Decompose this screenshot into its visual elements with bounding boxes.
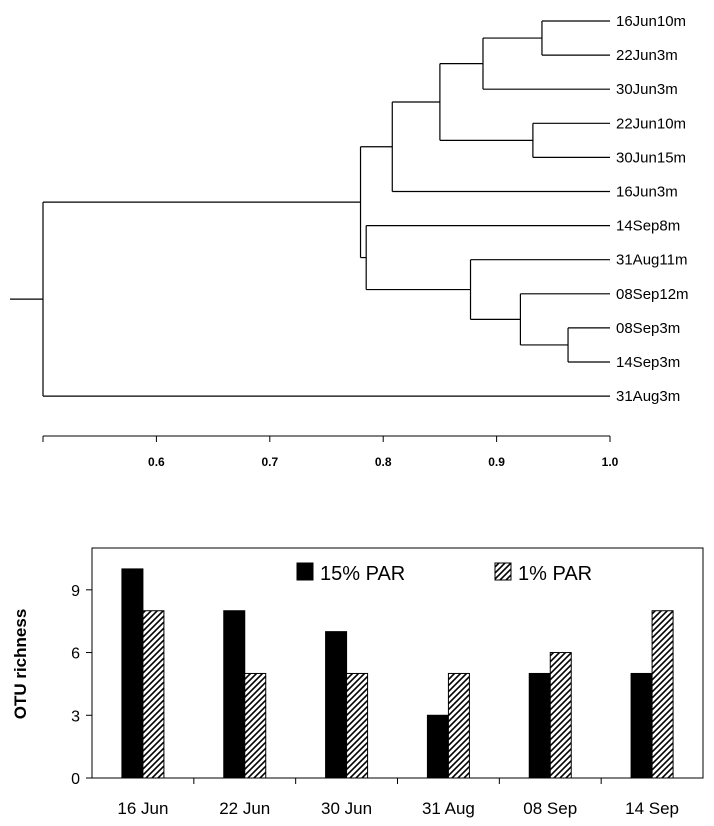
bar-1pct-par <box>651 610 674 779</box>
tree-tick-label: 1.0 <box>602 455 619 469</box>
bar-1pct-par <box>447 672 470 779</box>
y-tick-label: 0 <box>71 771 80 788</box>
tree-tick-label: 0.7 <box>261 455 278 469</box>
bar-15pct-par <box>121 568 144 779</box>
bar-15pct-par <box>426 714 449 779</box>
leaf-label: 31Aug11m <box>616 252 687 269</box>
legend-label-1pct: 1% PAR <box>518 563 592 585</box>
tree-tick-label: 0.9 <box>488 455 505 469</box>
tree-branches <box>10 20 610 397</box>
leaf-label: 08Sep12m <box>616 286 689 303</box>
tree-tick-label: 0.8 <box>375 455 392 469</box>
bar-15pct-par <box>223 610 246 779</box>
legend-swatch-15pct <box>296 562 314 581</box>
x-category-label: 22 Jun <box>219 799 270 818</box>
bar-y-axis: 0 3 6 9 <box>71 583 92 788</box>
leaf-label: 16Jun10m <box>616 13 686 30</box>
bar-1pct-par <box>346 672 369 779</box>
bar-1pct-par <box>244 672 267 779</box>
bar-15pct-par <box>630 672 653 779</box>
x-category-label: 31 Aug <box>422 799 475 818</box>
dendrogram: 16Jun10m 22Jun3m 30Jun3m 22Jun10m 30Jun15m 16… <box>10 13 689 469</box>
leaf-label: 31Aug3m <box>616 388 680 405</box>
leaf-label: 08Sep3m <box>616 320 680 337</box>
x-category-label: 30 Jun <box>321 799 372 818</box>
y-tick-label: 6 <box>71 646 80 663</box>
x-category-label: 16 Jun <box>117 799 168 818</box>
leaf-label: 22Jun3m <box>616 47 678 64</box>
x-category-label: 14 Sep <box>625 799 679 818</box>
y-tick-label: 9 <box>71 583 80 600</box>
legend-label-15pct: 15% PAR <box>320 563 405 585</box>
leaf-label: 30Jun3m <box>616 81 678 98</box>
bars <box>121 568 674 779</box>
legend: 15% PAR 1% PAR <box>296 562 592 585</box>
y-axis-label: OTU richness <box>11 609 30 720</box>
leaf-label: 14Sep3m <box>616 354 680 371</box>
tree-x-axis: 0.6 0.7 0.8 0.9 1.0 <box>42 435 619 469</box>
bar-chart: 0 3 6 9 16 Jun 22 Jun 30 Jun 31 Aug 08 Sep 14 Se… <box>11 547 704 818</box>
x-category-label: 08 Sep <box>523 799 577 818</box>
leaf-label: 30Jun15m <box>616 149 686 166</box>
leaf-label: 16Jun3m <box>616 184 678 201</box>
bar-1pct-par <box>549 652 572 779</box>
leaf-label: 14Sep8m <box>616 218 680 235</box>
bar-15pct-par <box>528 672 551 779</box>
y-tick-label: 3 <box>71 708 80 725</box>
bar-15pct-par <box>325 631 348 779</box>
bar-x-axis: 16 Jun 22 Jun 30 Jun 31 Aug 08 Sep 14 Sep <box>117 778 679 818</box>
legend-swatch-1pct <box>494 562 512 581</box>
tree-leaf-labels: 16Jun10m 22Jun3m 30Jun3m 22Jun10m 30Jun15m 16… <box>616 13 689 405</box>
bar-1pct-par <box>142 610 165 779</box>
tree-tick-label: 0.6 <box>148 455 165 469</box>
leaf-label: 22Jun10m <box>616 115 686 132</box>
